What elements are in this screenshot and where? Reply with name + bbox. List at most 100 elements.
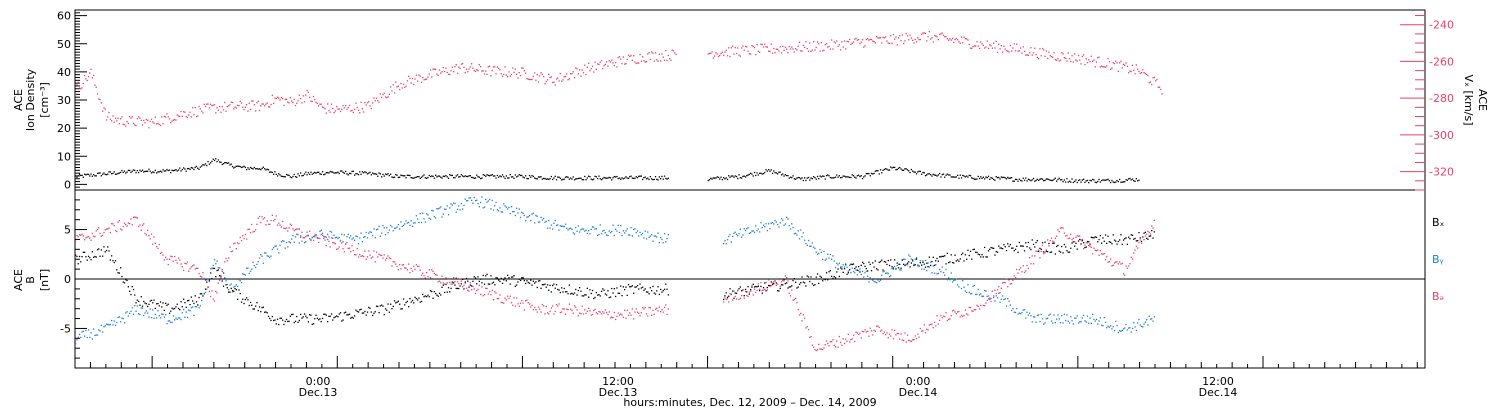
data-point (369, 307, 371, 309)
data-point (297, 233, 299, 236)
data-point (894, 38, 896, 40)
data-point (1144, 73, 1146, 75)
data-point (246, 104, 248, 106)
data-point (149, 120, 151, 123)
data-point (564, 223, 567, 225)
data-point (449, 174, 451, 176)
data-point (291, 224, 293, 226)
data-point (249, 166, 252, 169)
data-point (877, 269, 879, 271)
data-point (1052, 240, 1054, 242)
data-point (849, 341, 851, 343)
data-point (765, 46, 767, 48)
data-point (1103, 240, 1105, 242)
data-point (973, 45, 975, 47)
data-point (342, 241, 344, 243)
data-point (990, 45, 992, 47)
data-point (882, 269, 884, 271)
data-point (431, 175, 433, 177)
data-point (1004, 177, 1006, 179)
data-point (292, 313, 294, 315)
data-point (78, 173, 81, 175)
data-point (1049, 240, 1051, 242)
data-point (518, 305, 520, 307)
data-point (1080, 243, 1082, 245)
data-point (323, 237, 325, 240)
data-point (258, 215, 261, 218)
data-point (759, 172, 761, 174)
data-point (255, 168, 257, 170)
data-point (139, 224, 141, 226)
data-point (662, 56, 664, 58)
data-point (455, 287, 457, 290)
data-point (381, 96, 383, 99)
data-point (347, 107, 349, 109)
data-point (831, 39, 833, 41)
data-point (963, 175, 965, 177)
data-point (1103, 317, 1105, 319)
data-point (183, 167, 185, 169)
data-point (555, 284, 558, 286)
data-point (233, 290, 235, 292)
data-point (327, 172, 329, 174)
data-point (719, 54, 721, 57)
data-point (779, 287, 781, 290)
data-point (562, 225, 564, 227)
data-point (638, 175, 640, 177)
data-point (643, 237, 645, 239)
data-point (782, 45, 784, 47)
data-point (148, 303, 150, 305)
data-point (959, 316, 961, 318)
data-point (827, 253, 829, 255)
data-point (314, 234, 316, 236)
data-point (846, 273, 848, 275)
data-point (739, 177, 741, 179)
data-point (1014, 50, 1017, 52)
data-point (630, 286, 632, 288)
data-point (549, 310, 551, 312)
data-point (936, 273, 938, 275)
data-point (1076, 235, 1078, 237)
data-point (248, 228, 250, 230)
data-point (1076, 248, 1078, 250)
data-point (1007, 50, 1009, 52)
data-point (320, 233, 322, 236)
data-point (795, 297, 797, 299)
data-point (264, 311, 266, 313)
data-point (339, 170, 342, 172)
data-point (98, 329, 100, 331)
data-point (1103, 179, 1105, 181)
data-point (935, 325, 937, 327)
data-point (450, 287, 452, 290)
data-point (815, 276, 817, 278)
data-point (260, 254, 262, 256)
data-point (1036, 314, 1038, 316)
data-point (1102, 237, 1104, 239)
data-point (513, 275, 515, 277)
data-point (507, 208, 509, 210)
data-point (991, 177, 993, 179)
data-point (588, 230, 590, 232)
data-point (1155, 80, 1157, 82)
data-point (1143, 323, 1145, 325)
data-point (458, 66, 460, 68)
data-point (593, 226, 595, 228)
data-point (878, 326, 880, 329)
data-point (861, 177, 864, 180)
data-point (409, 174, 411, 177)
data-point (903, 42, 905, 45)
data-point (494, 66, 496, 68)
data-point (267, 106, 270, 108)
data-point (489, 290, 491, 293)
data-point (739, 297, 741, 300)
data-point (630, 227, 632, 229)
data-point (492, 209, 495, 211)
data-point (125, 224, 127, 226)
data-point (153, 236, 155, 238)
data-point (770, 281, 772, 283)
data-point (478, 206, 480, 208)
data-point (663, 175, 666, 177)
data-point (208, 107, 210, 109)
data-point (319, 173, 321, 175)
data-point (1058, 177, 1060, 179)
